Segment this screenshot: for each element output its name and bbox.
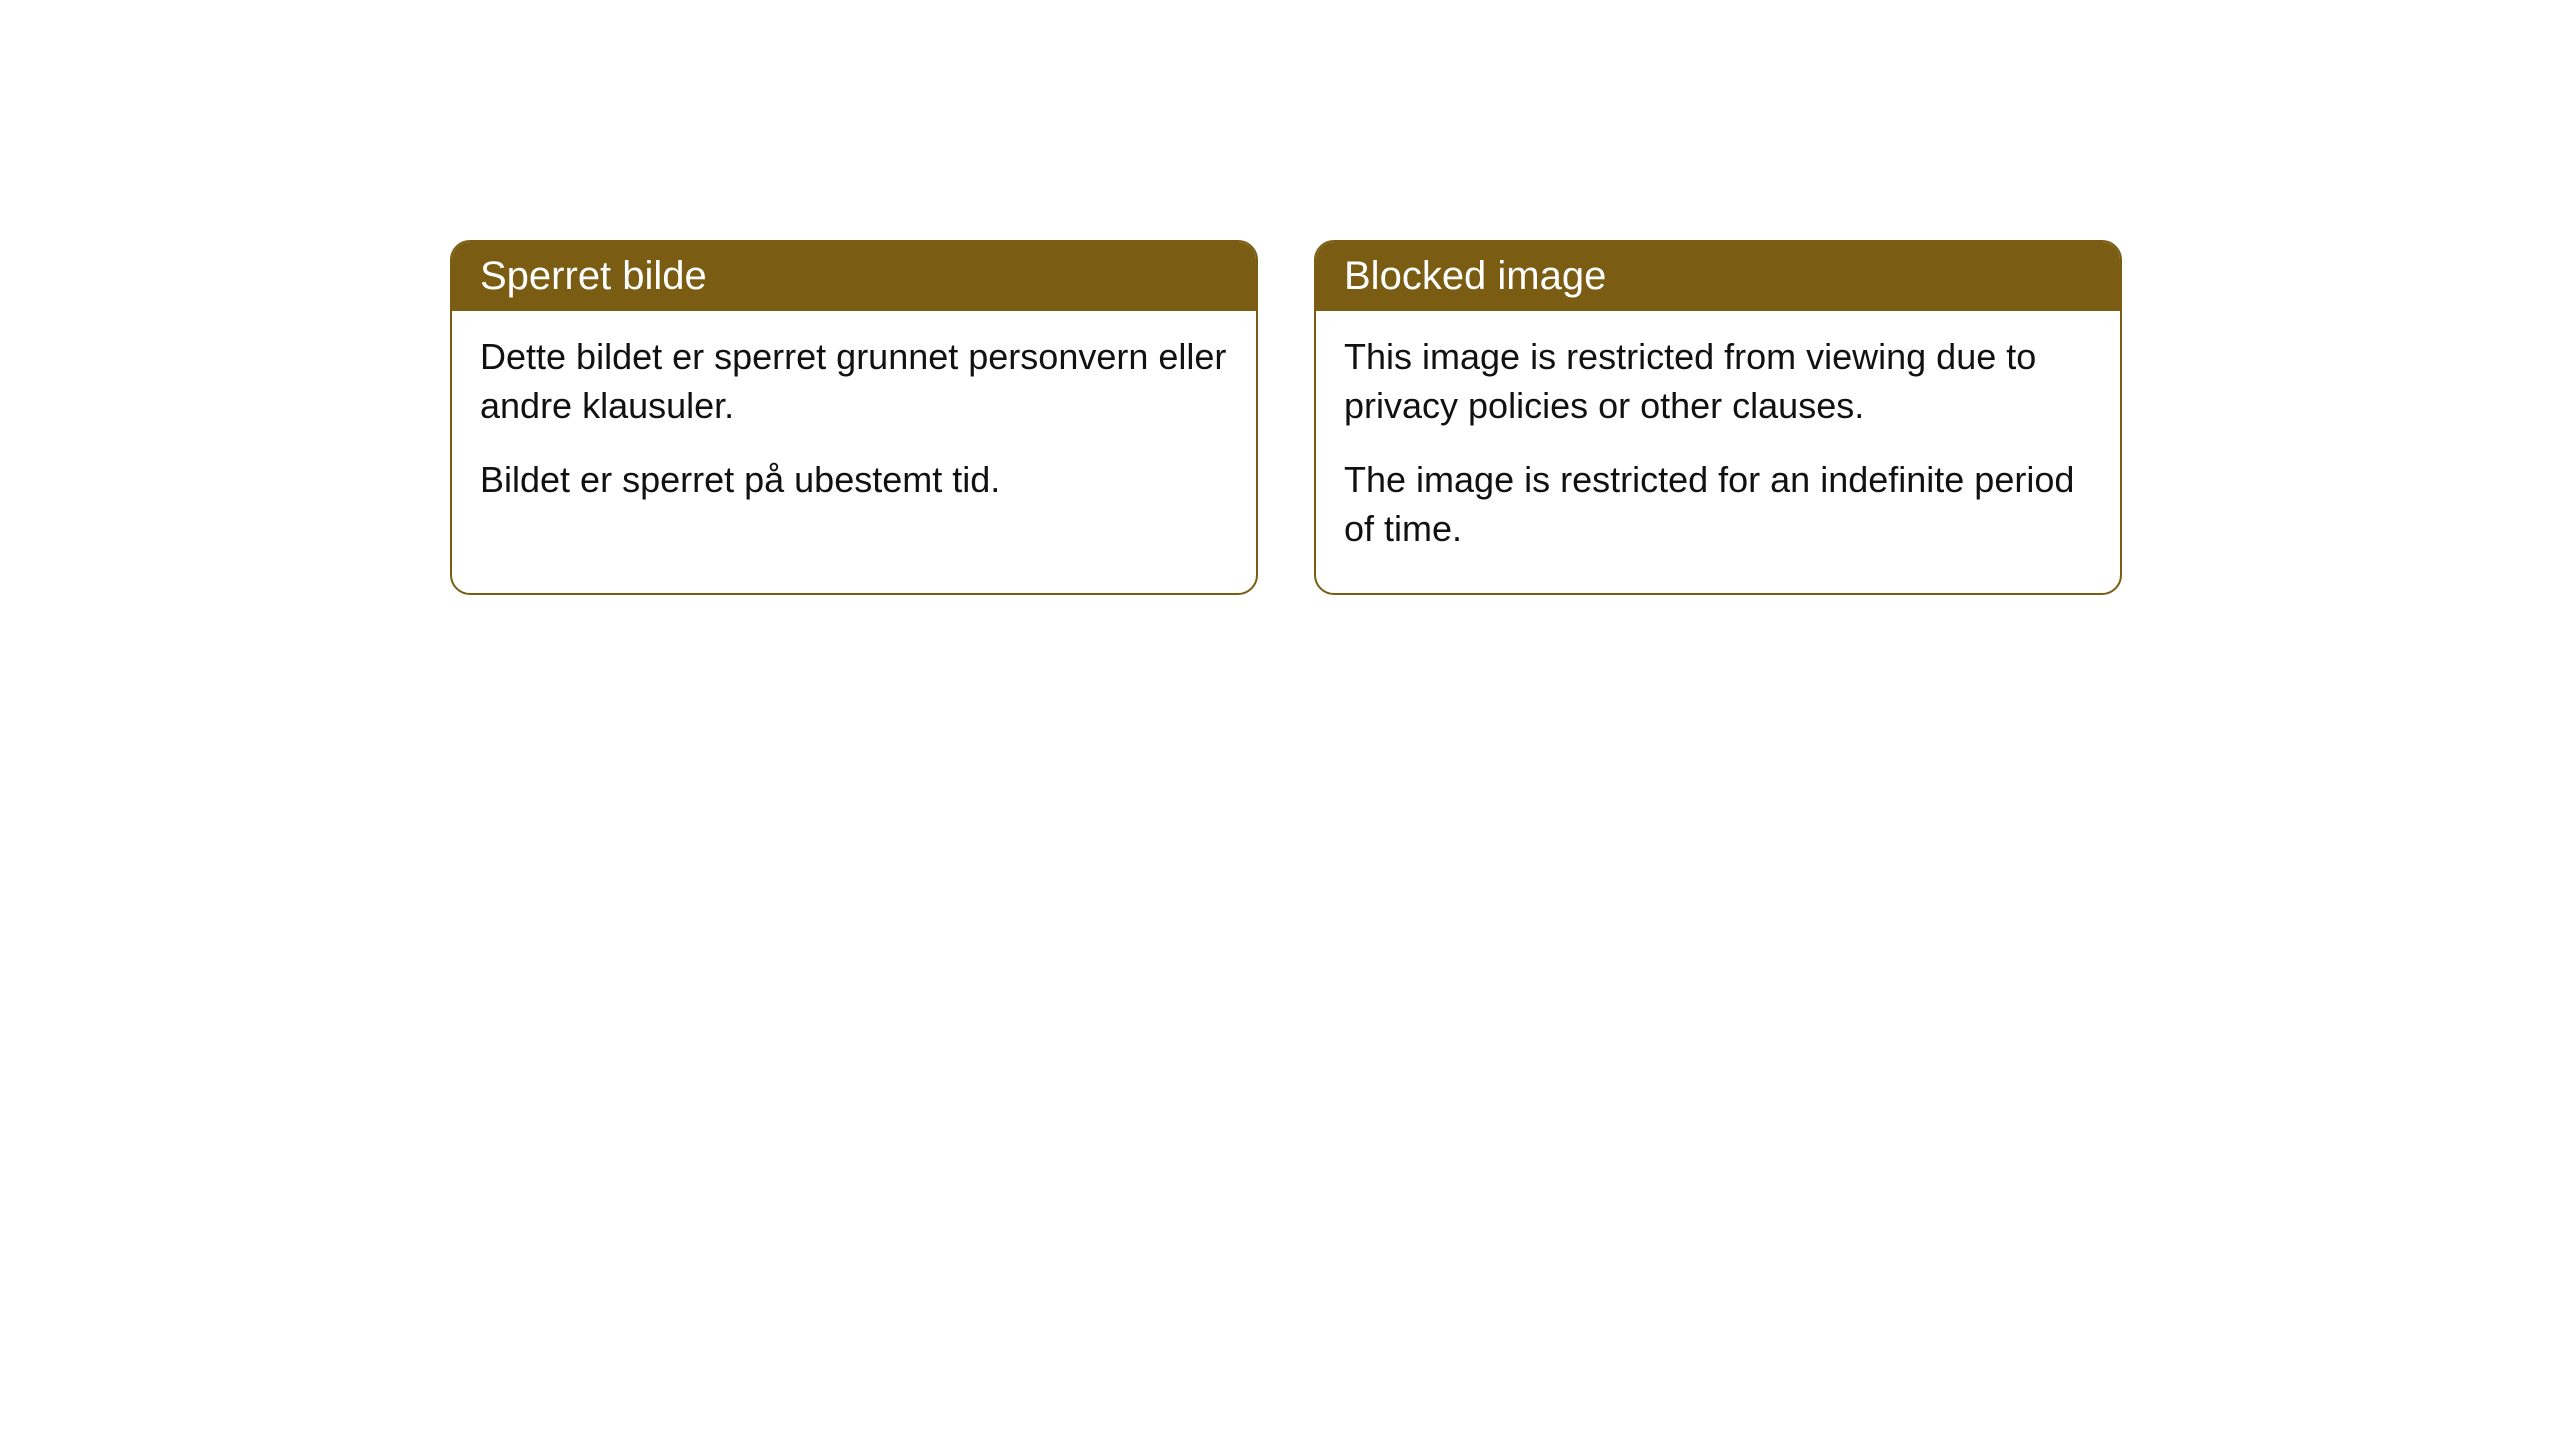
blocked-image-card-en: Blocked image This image is restricted f… xyxy=(1314,240,2122,595)
card-title: Sperret bilde xyxy=(480,254,707,298)
card-header: Sperret bilde xyxy=(452,242,1256,311)
blocked-image-card-no: Sperret bilde Dette bildet er sperret gr… xyxy=(450,240,1258,595)
card-paragraph: The image is restricted for an indefinit… xyxy=(1344,456,2092,553)
card-paragraph: Bildet er sperret på ubestemt tid. xyxy=(480,456,1228,505)
card-header: Blocked image xyxy=(1316,242,2120,311)
card-body: Dette bildet er sperret grunnet personve… xyxy=(452,311,1256,545)
notice-cards-container: Sperret bilde Dette bildet er sperret gr… xyxy=(450,240,2122,595)
card-paragraph: Dette bildet er sperret grunnet personve… xyxy=(480,333,1228,430)
card-body: This image is restricted from viewing du… xyxy=(1316,311,2120,593)
card-paragraph: This image is restricted from viewing du… xyxy=(1344,333,2092,430)
card-title: Blocked image xyxy=(1344,254,1606,298)
